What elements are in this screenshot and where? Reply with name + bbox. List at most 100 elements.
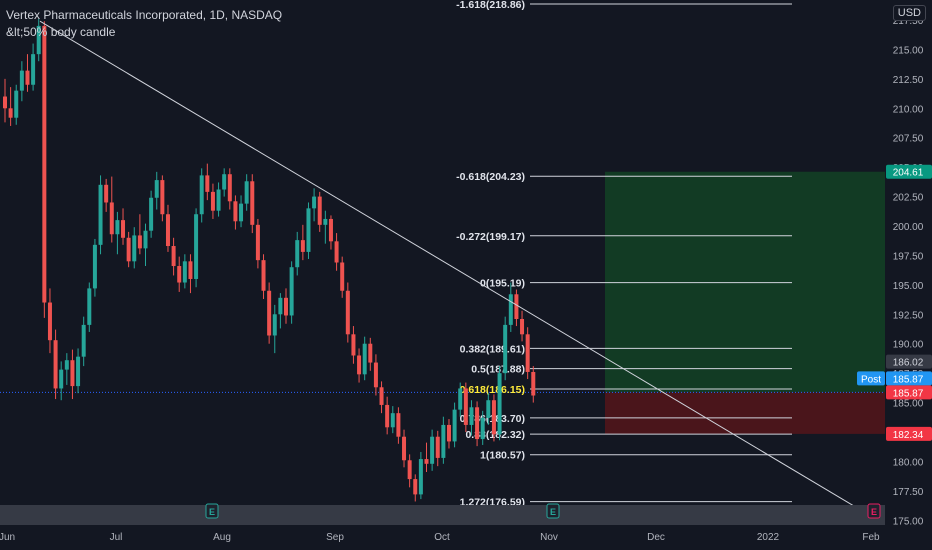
time-axis[interactable]: Jun Jul Aug Sep Oct Nov Dec 2022 Feb (0, 505, 932, 550)
candle-body (328, 218, 333, 242)
price-axis-background (885, 0, 932, 550)
candle-body (486, 400, 491, 418)
price-tick-label: 185.00 (893, 399, 924, 410)
earnings-marker (867, 503, 881, 519)
candle-body (19, 70, 24, 91)
candle-body (14, 90, 19, 118)
candle-body (216, 189, 221, 211)
candle-body (199, 175, 204, 215)
candle-body (70, 360, 75, 387)
candle-body (385, 404, 390, 428)
candle-body (98, 184, 103, 245)
candle-body (194, 214, 199, 279)
candle-body (160, 180, 165, 215)
candle-body (115, 220, 120, 235)
candle-body (188, 261, 193, 279)
price-label-last: 186.02 (893, 358, 924, 369)
candle-body (104, 184, 109, 203)
candle-body (31, 54, 36, 85)
candle-body (250, 181, 255, 225)
candle-body (182, 261, 187, 283)
price-label-box (886, 426, 932, 441)
candles (3, 18, 536, 502)
price-tick-label: 175.00 (893, 516, 924, 527)
currency-badge[interactable]: USD (892, 5, 926, 21)
earnings-marker-label: E (871, 507, 877, 517)
price-tick-label: 215.00 (893, 45, 924, 56)
price-label-box (886, 164, 932, 179)
candle-body (64, 360, 69, 370)
candle-body (413, 479, 418, 495)
time-tick-label: Dec (647, 532, 665, 543)
price-label-box (886, 354, 932, 369)
time-tick-label: Jun (0, 532, 15, 543)
candle-body (424, 459, 429, 464)
price-tick-label: 212.50 (893, 75, 924, 86)
candle-body (76, 356, 81, 387)
candle-body (47, 302, 52, 341)
candle-body (368, 343, 373, 363)
earnings-marker-label: E (209, 507, 215, 517)
candle-body (480, 417, 485, 440)
stop-zone (605, 392, 885, 434)
price-tick-label: 202.50 (893, 193, 924, 204)
fib-level-label: 0.618(186.15) (460, 384, 525, 396)
candle-body (177, 266, 182, 283)
candle-body (458, 388, 463, 410)
candle-body (239, 203, 244, 222)
candle-body (8, 108, 13, 118)
fib-level-label: -0.272(199.17) (456, 231, 525, 243)
earnings-marker (205, 503, 219, 519)
time-tick-label: Aug (213, 532, 231, 543)
time-tick-label: Feb (862, 532, 880, 543)
candle-body (205, 175, 210, 192)
price-label-box (886, 385, 932, 400)
candle-body (42, 25, 47, 303)
candle-body (244, 181, 249, 204)
fib-level-label: 0.5(187.88) (471, 364, 525, 376)
price-axis[interactable]: 175.00177.50180.00182.50185.00187.50190.… (885, 0, 932, 550)
candle-body (514, 294, 519, 320)
position-zones (0, 171, 885, 434)
candle-body (525, 334, 530, 372)
candle-body (92, 244, 97, 289)
candle-body (463, 388, 468, 425)
candle-body (475, 407, 480, 440)
time-tick-label: Nov (540, 532, 558, 543)
post-tag-box (857, 371, 885, 386)
price-tick-label: 207.50 (893, 134, 924, 145)
candle-body (402, 436, 407, 461)
fib-level-label: 0.88(182.32) (465, 429, 525, 441)
candle-body (121, 220, 126, 238)
candle-body (357, 355, 362, 375)
candle-body (132, 235, 137, 262)
price-tick-label: 180.00 (893, 457, 924, 468)
candle-body (452, 409, 457, 442)
candle-body (351, 334, 356, 356)
time-tick-label: Sep (326, 532, 344, 543)
candle-body (520, 319, 525, 335)
candle-body (300, 240, 305, 252)
trendline[interactable] (39, 20, 873, 518)
candle-body (340, 262, 345, 291)
candle-body (143, 230, 148, 249)
price-label-entry: 185.87 (893, 388, 924, 399)
candle-body (418, 459, 423, 495)
candle-body (149, 197, 154, 231)
price-label-target: 204.61 (893, 168, 924, 179)
time-tick-label: 2022 (757, 532, 780, 543)
candle-body (317, 196, 322, 225)
candle-body (334, 241, 339, 263)
candle-body (109, 202, 114, 235)
candle-body (306, 208, 311, 252)
candle-body (227, 174, 232, 202)
candle-body (154, 180, 159, 198)
candle-body (171, 246, 176, 267)
fib-level-label: -0.618(204.23) (456, 171, 525, 183)
candle-body (289, 267, 294, 316)
candle-body (508, 294, 513, 325)
candle-body (345, 290, 350, 335)
time-axis-background (0, 525, 932, 550)
